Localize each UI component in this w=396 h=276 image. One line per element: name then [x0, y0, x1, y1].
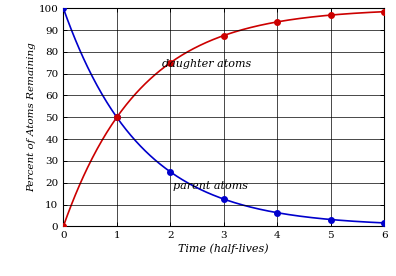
Text: parent atoms: parent atoms	[173, 181, 248, 191]
Text: daughter atoms: daughter atoms	[162, 59, 251, 69]
X-axis label: Time (half-lives): Time (half-lives)	[179, 243, 269, 254]
Y-axis label: Percent of Atoms Remaining: Percent of Atoms Remaining	[27, 43, 36, 192]
